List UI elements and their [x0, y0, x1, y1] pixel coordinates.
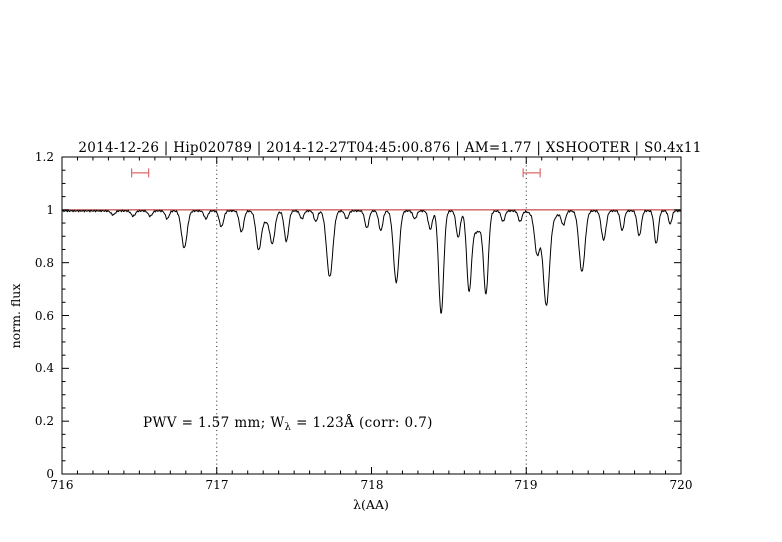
x-tick-label: 720: [670, 478, 693, 492]
y-tick-label: 1: [46, 203, 54, 217]
y-tick-label: 0.2: [35, 414, 54, 428]
annotation-part1: PWV = 1.57 mm; W: [143, 415, 285, 431]
annotation-lambda-subscript: λ: [285, 422, 292, 433]
x-tick-label: 717: [206, 478, 229, 492]
pwv-annotation: PWV = 1.57 mm; Wλ = 1.23Å (corr: 0.7): [143, 415, 433, 433]
x-axis-label: λ(AA): [353, 497, 389, 512]
y-tick-label: 0: [46, 467, 54, 481]
x-tick-label: 719: [515, 478, 538, 492]
y-tick-label: 0.6: [35, 309, 54, 323]
y-tick-label: 1.2: [35, 150, 54, 164]
spectrum-line: [61, 209, 682, 314]
y-tick-label: 0.4: [35, 361, 54, 375]
x-tick-label: 718: [361, 478, 384, 492]
plot-title: 2014-12-26 | Hip020789 | 2014-12-27T04:4…: [78, 140, 701, 156]
plot-generated-layer: [61, 156, 682, 475]
annotation-part2: = 1.23Å (corr: 0.7): [291, 415, 432, 431]
x-tick-label: 716: [51, 478, 74, 492]
y-tick-label: 0.8: [35, 256, 54, 270]
y-axis-label: norm. flux: [8, 284, 23, 349]
